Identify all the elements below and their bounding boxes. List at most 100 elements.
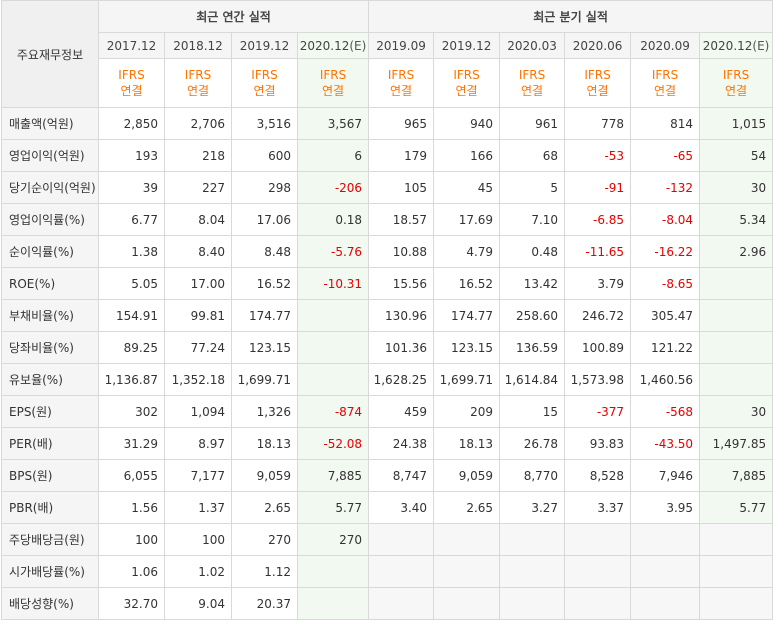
ifrs-header: IFRS 연결 — [630, 58, 701, 108]
consolidated-label: 연결 — [120, 84, 143, 98]
table-cell: 105 — [368, 171, 435, 204]
table-row: 부채비율(%) 154.91 99.81 174.77 130.96 174.77 258.… — [1, 299, 773, 332]
table-cell: -16.22 — [630, 235, 701, 268]
table-cell: 8,770 — [499, 459, 566, 492]
table-cell — [499, 523, 566, 556]
table-cell — [630, 587, 701, 620]
ifrs-label: IFRS — [518, 68, 546, 82]
table-cell: 961 — [499, 107, 566, 140]
row-label: PER(배) — [1, 427, 99, 460]
table-cell: 600 — [231, 139, 298, 172]
ifrs-header: IFRS 연결 — [433, 58, 501, 108]
table-cell: 174.77 — [433, 299, 501, 332]
table-cell: 1.02 — [164, 555, 232, 588]
table-cell: 54 — [699, 139, 773, 172]
table-cell: 32.70 — [98, 587, 165, 620]
table-cell — [699, 267, 773, 300]
table-cell: 101.36 — [368, 331, 435, 364]
table-cell: 7,885 — [296, 459, 370, 492]
table-cell: 17.06 — [231, 203, 298, 236]
consolidated-label: 연결 — [455, 84, 478, 98]
table-cell: 1.06 — [98, 555, 165, 588]
annual-period-header: 2020.12(E) — [296, 32, 370, 59]
table-cell: -11.65 — [564, 235, 632, 268]
table-cell — [564, 555, 632, 588]
ifrs-label: IFRS — [651, 68, 679, 82]
table-cell: 1,460.56 — [630, 363, 701, 396]
table-cell — [499, 587, 566, 620]
table-cell: 3,516 — [231, 107, 298, 140]
row-label: 영업이익률(%) — [1, 203, 99, 236]
quarter-period-header: 2019.12 — [433, 32, 501, 59]
table-row: 순이익률(%) 1.38 8.40 8.48 -5.76 10.88 4.79 0.48 -11… — [1, 235, 773, 268]
table-cell: 305.47 — [630, 299, 701, 332]
ifrs-header: IFRS 연결 — [98, 58, 165, 108]
table-row: EPS(원) 302 1,094 1,326 -874 459 209 15 -377 -568 3… — [1, 395, 773, 428]
table-cell: 20.37 — [231, 587, 298, 620]
table-row: 주당배당금(원) 100 100 270 270 — [1, 523, 773, 556]
table-cell — [630, 523, 701, 556]
ifrs-header: IFRS 연결 — [564, 58, 632, 108]
table-cell: 16.52 — [231, 267, 298, 300]
ifrs-label: IFRS — [584, 68, 611, 82]
period-label: 2020.06 — [572, 38, 623, 53]
table-cell: 68 — [499, 139, 566, 172]
table-cell: 123.15 — [433, 331, 501, 364]
period-label: 2020.09 — [640, 38, 690, 53]
period-label: 2020.03 — [507, 38, 557, 53]
ifrs-label: IFRS — [184, 68, 212, 82]
row-label: 매출액(억원) — [1, 107, 99, 140]
table-cell: 0.18 — [296, 203, 370, 236]
ifrs-header: IFRS 연결 — [368, 58, 435, 108]
table-cell: 100 — [98, 523, 165, 556]
table-cell: 8.40 — [164, 235, 232, 268]
period-label: 2019.12 — [441, 38, 492, 53]
table-cell: 940 — [433, 107, 501, 140]
table-cell: -5.76 — [296, 235, 370, 268]
table-cell: 298 — [231, 171, 298, 204]
quarter-group-header: 최근 분기 실적 — [368, 0, 773, 33]
table-cell: 3.95 — [630, 491, 701, 524]
financial-table: 주요재무정보 최근 연간 실적 최근 분기 실적 2017.12 2018.12 2… — [1, 0, 773, 620]
consolidated-label: 연결 — [586, 84, 609, 98]
table-cell: 209 — [433, 395, 501, 428]
table-cell: 6,055 — [98, 459, 165, 492]
table-row: BPS(원) 6,055 7,177 9,059 7,885 8,747 9,059 8,77… — [1, 459, 773, 492]
table-cell: 30 — [699, 395, 773, 428]
period-label: 2017.12 — [106, 38, 157, 53]
table-cell: 18.57 — [368, 203, 435, 236]
table-cell: 31.29 — [98, 427, 165, 460]
table-cell: 9,059 — [433, 459, 501, 492]
table-cell: 1.38 — [98, 235, 165, 268]
table-cell: 2,850 — [98, 107, 165, 140]
table-cell: 24.38 — [368, 427, 435, 460]
table-cell: 8.04 — [164, 203, 232, 236]
row-label: PBR(배) — [1, 491, 99, 524]
ifrs-label: IFRS — [118, 68, 145, 82]
table-cell: 1,094 — [164, 395, 232, 428]
table-cell: 1,628.25 — [368, 363, 435, 396]
table-cell: 258.60 — [499, 299, 566, 332]
table-cell: 3.27 — [499, 491, 566, 524]
quarter-period-header: 2020.03 — [499, 32, 566, 59]
table-cell — [368, 523, 435, 556]
quarter-period-header: 2020.12(E) — [699, 32, 773, 59]
row-label: 시가배당률(%) — [1, 555, 99, 588]
table-cell: 3.79 — [564, 267, 632, 300]
table-cell — [433, 523, 501, 556]
table-cell: 45 — [433, 171, 501, 204]
table-cell: 1,352.18 — [164, 363, 232, 396]
annual-group-header: 최근 연간 실적 — [97, 0, 370, 33]
table-cell: -874 — [296, 395, 370, 428]
table-cell — [699, 555, 773, 588]
consolidated-label: 연결 — [725, 84, 748, 98]
table-cell: 9,059 — [231, 459, 298, 492]
table-cell: 174.77 — [231, 299, 298, 332]
consolidated-label: 연결 — [390, 84, 413, 98]
table-cell: 2.65 — [433, 491, 501, 524]
table-cell: 39 — [98, 171, 165, 204]
row-label: 유보율(%) — [1, 363, 99, 396]
ifrs-label: IFRS — [251, 68, 278, 82]
table-cell: 2.65 — [231, 491, 298, 524]
table-cell: -53 — [564, 139, 632, 172]
